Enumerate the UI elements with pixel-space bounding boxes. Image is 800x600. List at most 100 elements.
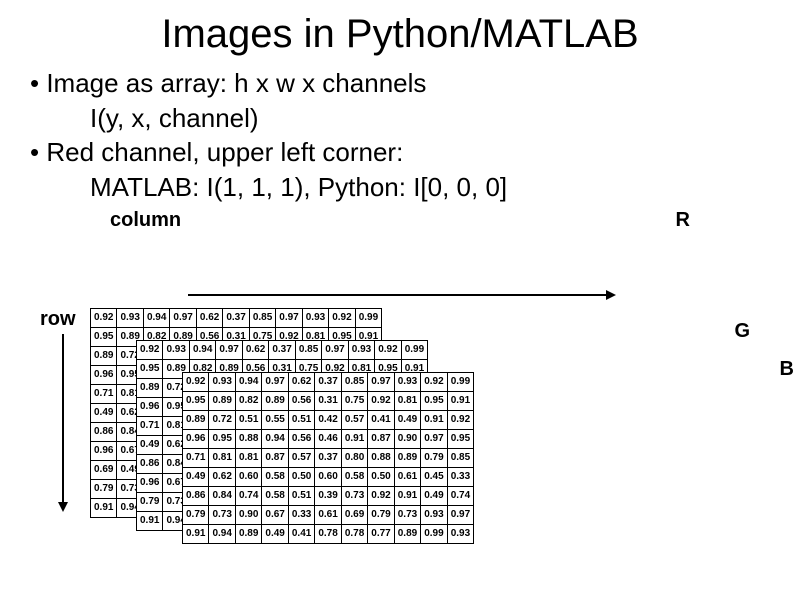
- matrix-cell: 0.60: [315, 468, 341, 487]
- matrix-cell: 0.42: [315, 411, 341, 430]
- matrix-cell: 0.73: [394, 506, 420, 525]
- matrix-cell: 0.93: [348, 341, 374, 360]
- table-row: 0.950.890.820.890.560.310.750.920.810.95…: [183, 392, 474, 411]
- matrix-cell: 0.91: [421, 411, 447, 430]
- matrix-cell: 0.58: [262, 487, 288, 506]
- matrix-cell: 0.93: [394, 373, 420, 392]
- matrix-cell: 0.97: [276, 309, 302, 328]
- matrix-cell: 0.91: [91, 499, 117, 518]
- row-arrow: [62, 334, 64, 504]
- matrix-cell: 0.92: [421, 373, 447, 392]
- matrix-b: 0.920.930.940.970.620.370.850.970.930.92…: [182, 372, 474, 544]
- matrix-cell: 0.58: [341, 468, 367, 487]
- matrix-cell: 0.99: [421, 525, 447, 544]
- table-row: 0.490.620.600.580.500.600.580.500.610.45…: [183, 468, 474, 487]
- matrix-cell: 0.33: [288, 506, 314, 525]
- matrix-cell: 0.93: [447, 525, 473, 544]
- matrix-cell: 0.61: [315, 506, 341, 525]
- matrix-cell: 0.71: [183, 449, 209, 468]
- matrix-cell: 0.99: [447, 373, 473, 392]
- matrix-cell: 0.96: [183, 430, 209, 449]
- column-arrow: [188, 294, 608, 296]
- matrix-cell: 0.49: [91, 404, 117, 423]
- matrix-cell: 0.97: [322, 341, 348, 360]
- r-label: R: [676, 209, 690, 232]
- matrix-cell: 0.67: [262, 506, 288, 525]
- matrix-cell: 0.84: [209, 487, 235, 506]
- matrix-cell: 0.94: [209, 525, 235, 544]
- matrix-cell: 0.91: [394, 487, 420, 506]
- matrix-cell: 0.89: [137, 379, 163, 398]
- matrix-cell: 0.92: [329, 309, 355, 328]
- matrix-cell: 0.89: [262, 392, 288, 411]
- table-row: 0.790.730.900.670.330.610.690.790.730.93…: [183, 506, 474, 525]
- matrix-cell: 0.95: [137, 360, 163, 379]
- matrix-cell: 0.89: [209, 392, 235, 411]
- matrix-cell: 0.60: [235, 468, 261, 487]
- matrix-cell: 0.46: [315, 430, 341, 449]
- bullet-1-indent: I(y, x, channel): [30, 102, 800, 135]
- matrix-cell: 0.78: [341, 525, 367, 544]
- matrix-cell: 0.85: [341, 373, 367, 392]
- matrix-cell: 0.92: [91, 309, 117, 328]
- matrix-cell: 0.92: [368, 487, 394, 506]
- matrix-cell: 0.79: [368, 506, 394, 525]
- matrix-cell: 0.56: [288, 392, 314, 411]
- matrix-cell: 0.49: [137, 436, 163, 455]
- matrix-cell: 0.74: [235, 487, 261, 506]
- matrix-cell: 0.79: [91, 480, 117, 499]
- matrix-cell: 0.72: [209, 411, 235, 430]
- matrix-cell: 0.37: [223, 309, 249, 328]
- matrix-cell: 0.85: [447, 449, 473, 468]
- matrix-cell: 0.62: [209, 468, 235, 487]
- matrix-cell: 0.71: [91, 385, 117, 404]
- matrix-cell: 0.81: [209, 449, 235, 468]
- matrix-cell: 0.51: [235, 411, 261, 430]
- matrix-cell: 0.97: [262, 373, 288, 392]
- matrix-cell: 0.49: [421, 487, 447, 506]
- matrix-cell: 0.62: [242, 341, 268, 360]
- g-label: G: [734, 320, 750, 343]
- matrix-cell: 0.55: [262, 411, 288, 430]
- matrix-cell: 0.96: [137, 474, 163, 493]
- matrix-cell: 0.85: [249, 309, 275, 328]
- matrix-cell: 0.49: [394, 411, 420, 430]
- matrix-cell: 0.78: [315, 525, 341, 544]
- matrix-cell: 0.71: [137, 417, 163, 436]
- matrix-cell: 0.99: [401, 341, 427, 360]
- matrix-cell: 0.31: [315, 392, 341, 411]
- column-label: column: [110, 209, 181, 232]
- matrix-cell: 0.93: [421, 506, 447, 525]
- matrix-cell: 0.93: [117, 309, 143, 328]
- matrix-cell: 0.95: [209, 430, 235, 449]
- matrix-cell: 0.58: [262, 468, 288, 487]
- matrix-cell: 0.81: [235, 449, 261, 468]
- matrix-cell: 0.93: [163, 341, 189, 360]
- matrix-cell: 0.57: [341, 411, 367, 430]
- bullet-2-indent: MATLAB: I(1, 1, 1), Python: I[0, 0, 0]: [30, 171, 800, 204]
- matrix-cell: 0.91: [183, 525, 209, 544]
- matrix-cell: 0.82: [235, 392, 261, 411]
- table-row: 0.710.810.810.870.570.370.800.880.890.79…: [183, 449, 474, 468]
- matrix-cell: 0.99: [355, 309, 381, 328]
- matrix-cell: 0.86: [137, 455, 163, 474]
- matrix-cell: 0.56: [288, 430, 314, 449]
- matrix-cell: 0.69: [341, 506, 367, 525]
- matrix-cell: 0.93: [209, 373, 235, 392]
- matrix-cell: 0.89: [394, 525, 420, 544]
- matrix-cell: 0.92: [183, 373, 209, 392]
- matrix-cell: 0.87: [262, 449, 288, 468]
- matrix-cell: 0.69: [91, 461, 117, 480]
- matrix-cell: 0.90: [394, 430, 420, 449]
- matrix-cell: 0.80: [341, 449, 367, 468]
- matrix-cell: 0.37: [315, 449, 341, 468]
- matrix-cell: 0.51: [288, 411, 314, 430]
- matrix-cell: 0.41: [368, 411, 394, 430]
- matrix-cell: 0.97: [421, 430, 447, 449]
- matrix-cell: 0.50: [368, 468, 394, 487]
- matrix-cell: 0.92: [447, 411, 473, 430]
- matrix-cell: 0.89: [394, 449, 420, 468]
- matrix-cell: 0.95: [447, 430, 473, 449]
- matrix-cell: 0.37: [315, 373, 341, 392]
- slide-title: Images in Python/MATLAB: [0, 0, 800, 65]
